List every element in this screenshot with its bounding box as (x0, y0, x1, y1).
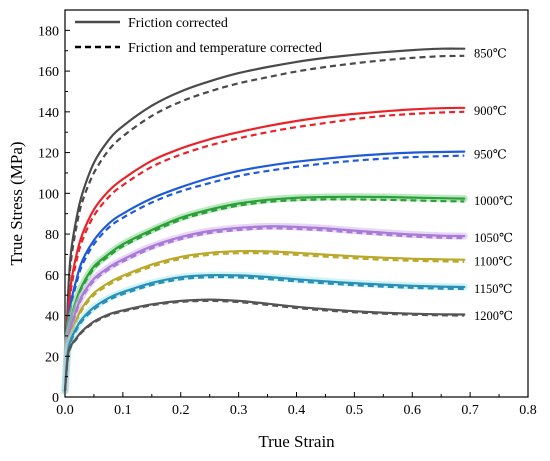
y-tick-label: 120 (38, 147, 59, 162)
axes-frame (64, 9, 529, 398)
y-tick-label: 100 (38, 187, 59, 202)
legend-label-friction-corrected: Friction corrected (128, 16, 228, 31)
series-1200-friction-corrected (63, 298, 466, 392)
x-tick-label: 0.8 (519, 403, 537, 418)
x-tick-label: 0.1 (114, 403, 132, 418)
series-1050-temperature-corrected (63, 227, 465, 391)
x-tick-label: 0.4 (288, 403, 306, 418)
legend-label-friction-temperature-corrected: Friction and temperature corrected (128, 41, 322, 56)
series-950-temperature-corrected (63, 154, 465, 391)
temperature-label-1200: 1200℃ (474, 309, 513, 323)
y-axis-ticks: 0 20 40 60 80 100 120 140 160 180 (38, 24, 70, 406)
series-1200-temperature-corrected (63, 299, 465, 391)
x-tick-label: 0.3 (230, 403, 248, 418)
temperature-labels: 850℃ 900℃ 950℃ 1000℃ 1050℃ 1100℃ 1150℃ 1200℃ (474, 46, 513, 323)
plot-area (64, 9, 529, 398)
x-tick-label: 0.7 (461, 403, 479, 418)
y-tick-label: 60 (45, 269, 59, 284)
curves (61, 47, 468, 395)
x-axis-ticks: 0.0 0.1 0.2 0.3 0.4 0.5 0.6 0.7 0.8 (56, 392, 537, 418)
temperature-label-950: 950℃ (474, 148, 507, 162)
y-tick-label: 0 (52, 391, 59, 406)
series-1150-temperature-corrected (63, 275, 465, 391)
y-tick-label: 20 (45, 350, 59, 365)
series-900-temperature-corrected (63, 110, 465, 391)
series-1100-friction-corrected (63, 249, 466, 392)
y-tick-label: 180 (38, 24, 59, 39)
temperature-label-1050: 1050℃ (474, 231, 513, 245)
temperature-label-850: 850℃ (474, 46, 507, 60)
x-axis-title: True Strain (258, 432, 335, 451)
legend: Friction corrected Friction and temperat… (75, 16, 322, 56)
y-tick-label: 160 (38, 65, 59, 80)
series-850-temperature-corrected (63, 54, 465, 391)
y-tick-label: 80 (45, 228, 59, 243)
series-900-friction-corrected (63, 106, 466, 392)
temperature-label-1150: 1150℃ (474, 282, 513, 296)
series-850-friction-corrected (63, 47, 466, 392)
y-tick-label: 40 (45, 310, 59, 325)
temperature-label-1000: 1000℃ (474, 194, 513, 208)
y-axis-title: True Stress (MPa) (7, 141, 26, 265)
x-tick-label: 0.5 (346, 403, 364, 418)
y-tick-label: 140 (38, 106, 59, 121)
series-950-friction-corrected (63, 150, 466, 392)
x-tick-label: 0.2 (172, 403, 190, 418)
x-tick-label: 0.6 (404, 403, 422, 418)
temperature-label-900: 900℃ (474, 104, 507, 118)
temperature-label-1100: 1100℃ (474, 255, 513, 269)
x-tick-label: 0.0 (56, 403, 74, 418)
